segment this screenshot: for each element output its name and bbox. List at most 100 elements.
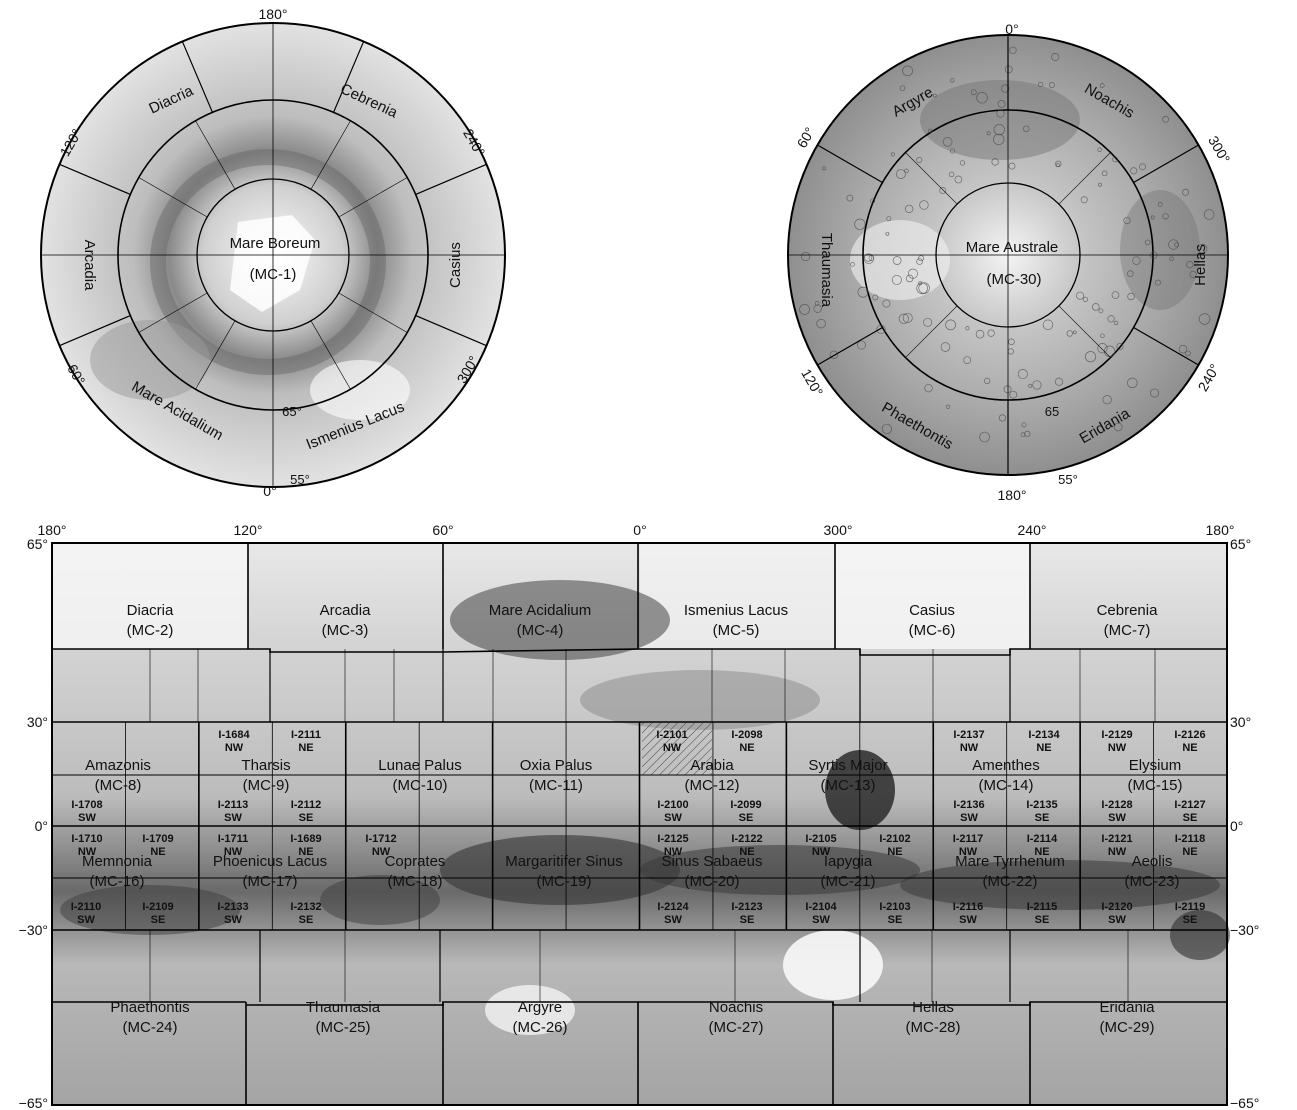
north-lat-55: 55° (290, 472, 310, 487)
crater-mark (1197, 243, 1208, 254)
crater-mark (904, 168, 909, 174)
sheet-part: NE (887, 846, 902, 858)
sheet-part: SW (1108, 914, 1126, 926)
crater-mark (1107, 315, 1115, 323)
mercator-frame (51, 542, 1228, 1106)
north-minor-line (138, 292, 208, 333)
south-sector-line (1133, 144, 1199, 184)
sheet-id: I-2098 (731, 729, 762, 741)
sheet-id: I-2120 (1101, 901, 1132, 913)
crater-mark (942, 137, 953, 147)
crater-mark (870, 198, 876, 204)
crater-mark (993, 133, 1005, 146)
crater-mark (1132, 256, 1141, 265)
north-minor-line (338, 177, 408, 218)
lat-label-right: 0° (1230, 818, 1243, 834)
sheet-id: I-2099 (730, 799, 761, 811)
quadrangle-code: (MC-24) (123, 1019, 178, 1036)
crater-mark (1080, 196, 1088, 204)
crater-mark (1082, 296, 1088, 302)
quadrangle-code: (MC-2) (127, 622, 174, 639)
sheet-id: I-2117 (953, 833, 984, 845)
quadrangle-code: (MC-18) (388, 873, 443, 890)
crater-mark (1037, 81, 1044, 88)
sheet-part: NW (224, 846, 243, 858)
sheet-id: I-2119 (1175, 901, 1206, 913)
lat-label-left: 30° (27, 714, 48, 730)
north-polar-cap (230, 215, 315, 312)
sheet-id: I-1708 (71, 799, 102, 811)
mercator-map: 180° 120° 60° 0° 300° 240° 180°65°30°0°−30°−65… (19, 522, 1260, 1110)
quadrangle-code: (MC-9) (243, 777, 290, 794)
crater-mark (986, 131, 991, 136)
crater-mark (1174, 242, 1180, 248)
quadrangle-name: Arabia (690, 757, 734, 774)
crater-mark (991, 158, 999, 166)
crater-mark (919, 200, 929, 210)
quadrangle-name: Amenthes (972, 757, 1040, 774)
quadrangle-code: (MC-5) (713, 622, 760, 639)
crater-mark (1042, 319, 1054, 330)
lon-label: 180° (38, 522, 67, 538)
quadrangle-code: (MC-4) (517, 622, 564, 639)
sheet-part: SW (224, 812, 242, 824)
crater-mark (949, 148, 955, 154)
sheet-part: NE (1182, 742, 1197, 754)
quadrangle-name: Casius (909, 602, 955, 619)
crater-mark (905, 274, 914, 283)
south-region-thaumasia: Thaumasia (818, 233, 835, 308)
crater-mark (998, 414, 1006, 422)
lat-label-left: −30° (19, 922, 48, 938)
north-sector-line (333, 41, 365, 113)
north-minor-line (195, 120, 236, 190)
quadrangle-name: Arcadia (320, 602, 372, 619)
sheet-id: I-2100 (657, 799, 688, 811)
sheet-id: I-2134 (1028, 729, 1060, 741)
sheet-id: I-2116 (953, 901, 984, 913)
crater-mark (892, 256, 902, 265)
crater-mark (1113, 320, 1119, 326)
quadrangle-name: Argyre (518, 999, 562, 1016)
sheet-id: I-2115 (1027, 901, 1058, 913)
mercator-labels: 180° 120° 60° 0° 300° 240° 180°65°30°0°−30°−65… (19, 522, 1260, 1110)
crater-mark (1048, 82, 1055, 88)
lat-label-right: −30° (1230, 922, 1259, 938)
quadrangle-code: (MC-29) (1100, 1019, 1155, 1036)
sheet-id: I-2129 (1101, 729, 1132, 741)
quadrangle-name: Iapygia (824, 853, 873, 870)
crater-mark (1024, 430, 1031, 437)
crater-mark (1123, 216, 1131, 225)
crater-mark (898, 313, 909, 324)
south-minor-line (1058, 152, 1111, 205)
quadrangle-name: Tharsis (241, 757, 290, 774)
crater-mark (890, 152, 895, 157)
sheet-part: SE (299, 914, 314, 926)
sheet-id: I-2103 (879, 901, 910, 913)
south-sector-line (817, 144, 883, 184)
sheet-part: NW (372, 846, 391, 858)
crater-mark (945, 319, 956, 331)
sheet-id: I-2112 (291, 799, 322, 811)
sheet-part: SE (1035, 812, 1050, 824)
crater-mark (1139, 163, 1147, 171)
mercator-grid (52, 543, 1227, 1105)
north-center-name: Mare Boreum (230, 235, 321, 252)
crater-mark (1051, 53, 1060, 62)
south-minor-line (905, 305, 958, 358)
quadrangle-name: Margaritifer Sinus (505, 853, 623, 870)
crater-mark (864, 253, 873, 262)
sheet-part: NE (1036, 742, 1051, 754)
crater-mark (801, 251, 811, 262)
crater-mark (939, 187, 947, 195)
crater-mark (1021, 422, 1027, 428)
quadrangle-code: (MC-19) (537, 873, 592, 890)
crater-mark (799, 303, 810, 315)
sheet-part: SW (959, 914, 977, 926)
sheet-id: I-2123 (731, 901, 762, 913)
quadrangle-code: (MC-10) (393, 777, 448, 794)
crater-mark (975, 329, 985, 339)
lat-label-left: 0° (35, 818, 48, 834)
north-lon-180: 180° (259, 6, 288, 22)
crater-mark (1102, 395, 1112, 405)
sheet-part: SE (299, 812, 314, 824)
